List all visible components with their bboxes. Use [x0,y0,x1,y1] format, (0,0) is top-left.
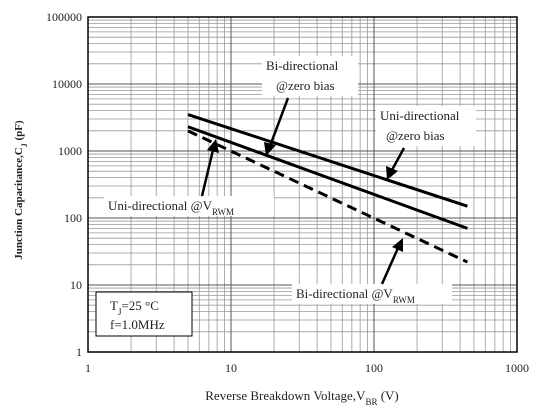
series-line [187,113,468,208]
y-tick-label: 10000 [52,77,82,91]
y-label-tail: (pF) [13,120,25,143]
annotation: @zero bias [386,128,445,143]
y-tick-label: 10 [70,278,82,292]
annotation: Bi-directional [266,58,339,73]
x-label-sub: BR [365,397,377,407]
y-tick-label: 1000 [58,144,82,158]
arrow [380,247,400,285]
y-tick-label: 1 [76,345,82,359]
arrow [200,149,215,197]
y-label-text: Junction Capacitance,C [13,147,25,260]
arrowhead [392,238,403,252]
arrowhead [264,142,276,156]
y-tick-label: 100000 [46,10,82,24]
annotations: Bi-directional @zero bias Uni-directiona… [95,56,476,337]
annotation-sub: J [118,307,122,317]
annotation-text: Uni-directional @V [108,198,213,213]
plot-frame [87,16,518,353]
y-tick-label: 100 [64,211,82,225]
conditions-box [95,291,193,337]
y-axis-label: Junction Capacitance,CJ (pF) [13,120,29,260]
series-line [187,129,469,264]
arrow [268,97,290,147]
annotation: Uni-directional @VRWM [108,198,234,217]
label-bg [262,56,358,96]
x-label-text: Reverse Breakdown Voltage,V [205,388,366,403]
annotation: Uni-directional [380,108,460,123]
label-bg [104,196,274,216]
annotation: @zero bias [276,78,335,93]
x-axis-label: Reverse Breakdown Voltage,VBR (V) [205,388,399,407]
x-tick-label: 100 [365,361,383,375]
arrow [390,147,406,171]
annotation-text: T [110,298,118,313]
x-tick-label: 1 [85,361,91,375]
annotation-text: Bi-directional @V [296,286,393,301]
arrowhead [207,139,219,153]
annotation: Bi-directional @VRWM [296,286,415,305]
label-bg [292,284,452,304]
annotation-sub: RWM [212,207,234,217]
x-tick-label: 1000 [505,361,529,375]
y-label-sub: J [20,143,29,147]
annotation: f=1.0MHz [110,317,165,332]
series-line [187,125,468,230]
annotation: TJ=25 °C [110,298,159,317]
label-bg [376,106,476,146]
x-label-tail: (V) [377,388,398,403]
annotation-tail: =25 °C [121,298,158,313]
annotation-sub: RWM [393,295,415,305]
arrowhead [386,166,398,180]
x-tick-label: 10 [225,361,237,375]
